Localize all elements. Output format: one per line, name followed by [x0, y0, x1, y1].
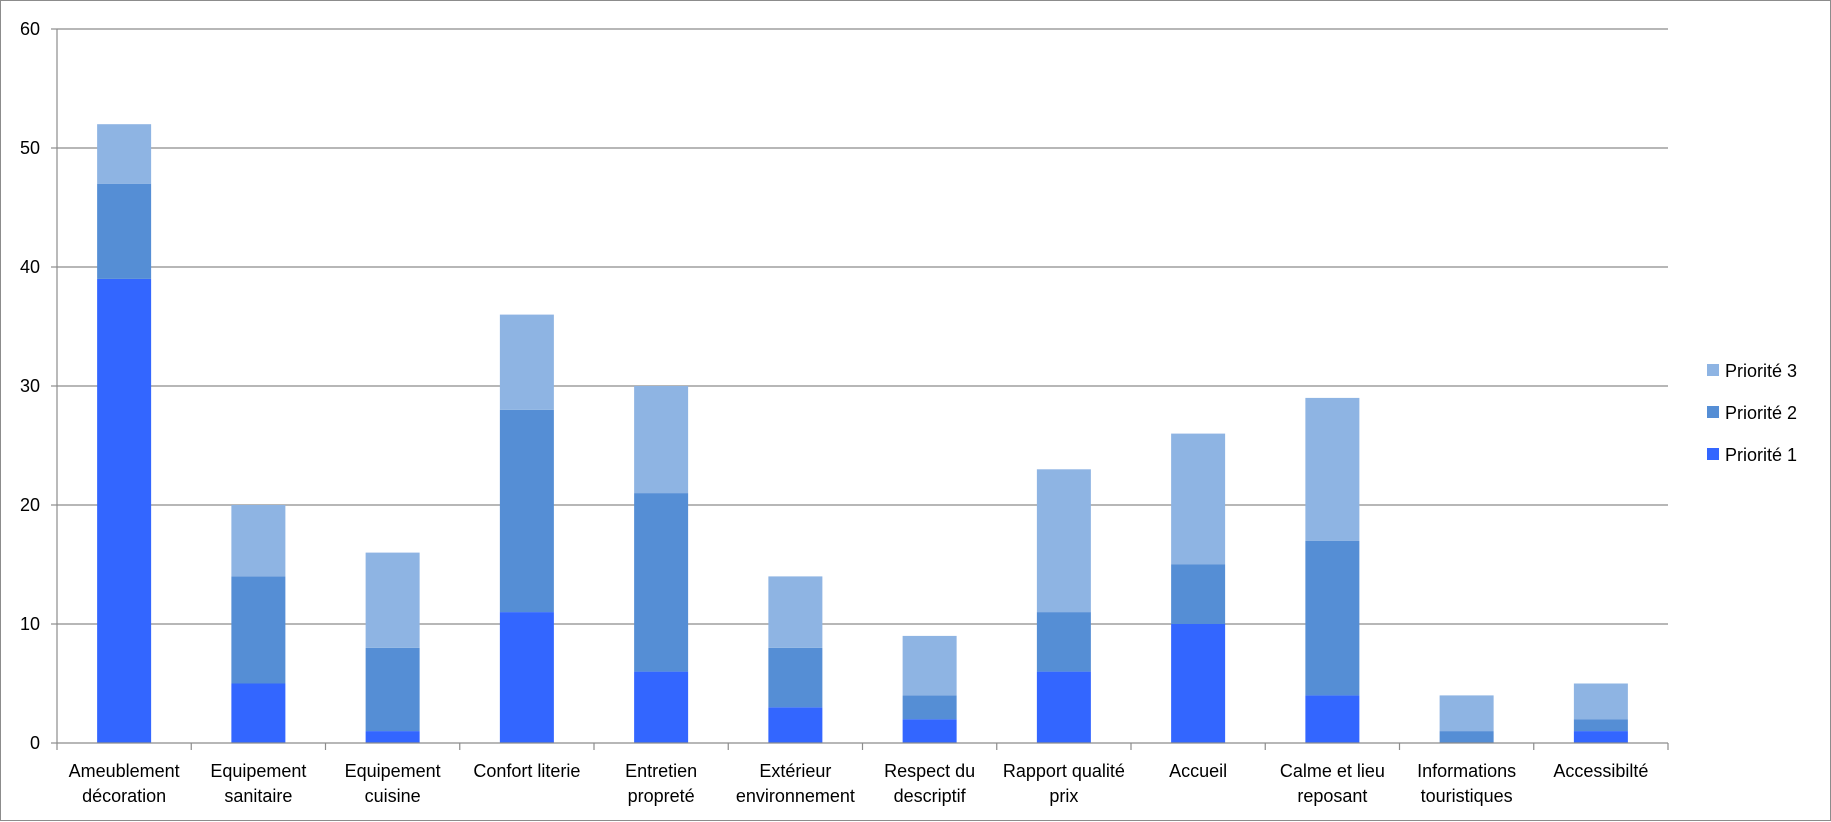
- bar-segment-priorit-1: [902, 719, 957, 743]
- legend: Priorité 3 Priorité 2 Priorité 1: [1707, 361, 1797, 465]
- x-category-label-line: Rapport qualité: [1003, 761, 1125, 781]
- bar-segment-priorit-3: [231, 505, 286, 577]
- x-category-label-line: propreté: [628, 786, 695, 806]
- x-category-label: Equipement sanitaire: [210, 761, 306, 806]
- legend-swatch: [1707, 364, 1719, 376]
- bars: [97, 124, 1628, 743]
- x-category-label: Accessibilté: [1553, 761, 1648, 781]
- x-category-label-line: cuisine: [365, 786, 421, 806]
- bar-segment-priorit-1: [499, 612, 554, 743]
- x-category-label-line: décoration: [82, 786, 166, 806]
- x-category-label-line: Extérieur: [759, 761, 831, 781]
- bar-segment-priorit-1: [1036, 671, 1091, 743]
- x-category-label-line: Respect du: [884, 761, 975, 781]
- y-tick-label: 50: [20, 138, 40, 158]
- x-category-label: Ameublement décoration: [69, 761, 180, 806]
- x-category-labels: Ameublement décoration Equipement sanitaire…: [69, 761, 1649, 806]
- bar-segment-priorit-3: [768, 576, 823, 648]
- bar-segment-priorit-2: [231, 576, 286, 684]
- bar-segment-priorit-1: [365, 731, 420, 743]
- gridlines: [57, 28, 1668, 625]
- bar-segment-priorit-2: [97, 183, 152, 279]
- bar-segment-priorit-1: [1573, 731, 1628, 743]
- x-category-label-line: Confort literie: [473, 761, 580, 781]
- x-category-label: Respect du descriptif: [884, 761, 975, 806]
- x-category-label-line: Accessibilté: [1553, 761, 1648, 781]
- y-tick-label: 10: [20, 614, 40, 634]
- y-tick-label: 0: [30, 733, 40, 753]
- bar-segment-priorit-3: [499, 314, 554, 410]
- bar-segment-priorit-3: [1573, 683, 1628, 720]
- x-category-label: Accueil: [1169, 761, 1227, 781]
- x-category-label: Extérieur environnement: [736, 761, 855, 806]
- x-category-label-line: environnement: [736, 786, 855, 806]
- bar-segment-priorit-3: [634, 386, 689, 494]
- axes: [51, 28, 1669, 750]
- bar-segment-priorit-3: [1171, 433, 1226, 565]
- bar-segment-priorit-2: [768, 647, 823, 708]
- bar-segment-priorit-1: [1171, 624, 1226, 743]
- y-tick-label: 60: [20, 19, 40, 39]
- x-category-label: Equipement cuisine: [345, 761, 441, 806]
- bar-segment-priorit-1: [634, 671, 689, 743]
- bar-segment-priorit-2: [1439, 731, 1494, 743]
- bar-segment-priorit-1: [1305, 695, 1360, 743]
- bar-segment-priorit-1: [97, 278, 152, 743]
- x-category-label-line: prix: [1049, 786, 1078, 806]
- x-category-label-line: Entretien: [625, 761, 697, 781]
- legend-swatch: [1707, 448, 1719, 460]
- x-category-label: Informations touristiques: [1417, 761, 1516, 806]
- x-category-label: Calme et lieu reposant: [1280, 761, 1385, 806]
- x-category-label-line: Ameublement: [69, 761, 180, 781]
- bar-segment-priorit-2: [902, 695, 957, 720]
- x-category-label: Entretien propreté: [625, 761, 697, 806]
- bar-segment-priorit-1: [768, 707, 823, 743]
- bar-segment-priorit-3: [1036, 469, 1091, 613]
- x-category-label: Rapport qualité prix: [1003, 761, 1125, 806]
- x-category-label-line: Accueil: [1169, 761, 1227, 781]
- bar-segment-priorit-3: [365, 552, 420, 648]
- y-tick-label: 30: [20, 376, 40, 396]
- x-category-label-line: Equipement: [210, 761, 306, 781]
- bar-segment-priorit-3: [97, 124, 152, 184]
- bar-segment-priorit-1: [231, 683, 286, 743]
- bar-segment-priorit-3: [1439, 695, 1494, 732]
- bar-segment-priorit-2: [1036, 612, 1091, 672]
- bar-segment-priorit-2: [365, 647, 420, 732]
- bar-segment-priorit-2: [1573, 719, 1628, 732]
- bar-segment-priorit-2: [499, 409, 554, 613]
- x-category-label-line: descriptif: [894, 786, 967, 806]
- bar-segment-priorit-3: [1305, 397, 1360, 541]
- legend-swatch: [1707, 406, 1719, 418]
- bar-segment-priorit-3: [902, 635, 957, 696]
- bar-segment-priorit-2: [634, 493, 689, 672]
- x-category-label-line: reposant: [1297, 786, 1367, 806]
- x-category-label: Confort literie: [473, 761, 580, 781]
- legend-label: Priorité 1: [1725, 445, 1797, 465]
- x-category-label-line: Informations: [1417, 761, 1516, 781]
- bar-segment-priorit-2: [1305, 540, 1360, 696]
- legend-label: Priorité 3: [1725, 361, 1797, 381]
- y-tick-label: 20: [20, 495, 40, 515]
- x-category-label-line: sanitaire: [224, 786, 292, 806]
- x-category-label-line: Calme et lieu: [1280, 761, 1385, 781]
- y-tick-labels: 0 10 20 30 40 50 60: [20, 19, 40, 753]
- bar-segment-priorit-2: [1171, 564, 1226, 624]
- y-tick-label: 40: [20, 257, 40, 277]
- legend-label: Priorité 2: [1725, 403, 1797, 423]
- x-category-label-line: Equipement: [345, 761, 441, 781]
- x-category-label-line: touristiques: [1421, 786, 1513, 806]
